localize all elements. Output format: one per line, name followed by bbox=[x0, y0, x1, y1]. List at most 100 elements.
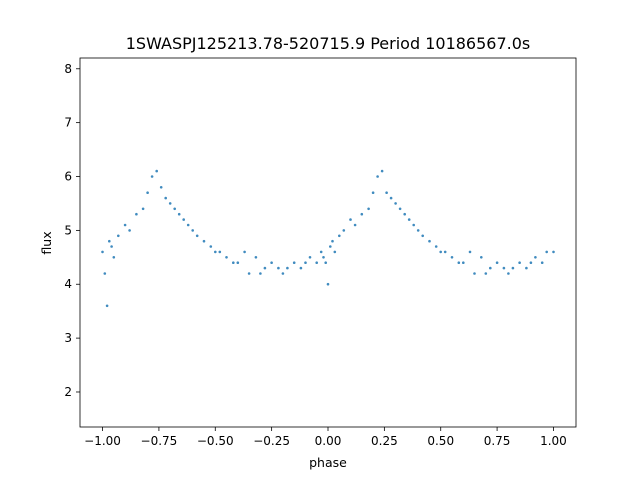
data-point bbox=[360, 212, 364, 216]
y-tick-label: 8 bbox=[64, 62, 72, 76]
data-point bbox=[304, 261, 307, 265]
data-point bbox=[135, 212, 138, 216]
data-point bbox=[141, 207, 145, 211]
y-axis: 2 3 4 5 6 7 8 bbox=[64, 62, 80, 399]
data-point bbox=[473, 272, 476, 275]
data-point bbox=[349, 218, 352, 221]
data-point bbox=[329, 245, 332, 248]
data-point bbox=[315, 261, 319, 265]
x-tick-label: 0.50 bbox=[427, 434, 454, 448]
data-point bbox=[376, 175, 379, 178]
data-point bbox=[182, 218, 185, 221]
data-point bbox=[394, 202, 397, 205]
y-tick-label: 2 bbox=[64, 385, 72, 399]
data-point bbox=[146, 191, 149, 194]
data-point bbox=[168, 202, 172, 205]
y-tick-label: 3 bbox=[64, 331, 72, 345]
data-point bbox=[191, 229, 194, 232]
data-point bbox=[259, 272, 262, 275]
y-tick-label: 5 bbox=[64, 223, 72, 237]
data-point bbox=[117, 234, 120, 238]
data-point bbox=[385, 191, 388, 194]
data-point bbox=[468, 250, 472, 254]
data-point bbox=[511, 266, 515, 270]
x-tick-label: −1.00 bbox=[84, 434, 121, 448]
data-point bbox=[507, 272, 510, 275]
data-point bbox=[195, 234, 199, 238]
y-tick-label: 4 bbox=[64, 277, 72, 291]
data-point bbox=[105, 304, 109, 308]
data-point bbox=[502, 266, 506, 270]
data-point bbox=[159, 186, 163, 189]
data-point bbox=[299, 266, 303, 270]
data-point bbox=[247, 272, 251, 275]
data-point bbox=[462, 261, 465, 265]
x-tick-label: 0.25 bbox=[371, 434, 398, 448]
data-point bbox=[540, 261, 544, 265]
data-point bbox=[416, 229, 420, 232]
data-point bbox=[552, 250, 555, 254]
data-point bbox=[281, 272, 285, 275]
data-point bbox=[338, 234, 341, 238]
data-point bbox=[101, 250, 104, 254]
data-point bbox=[202, 239, 206, 243]
y-axis-label: flux bbox=[39, 231, 54, 254]
data-point bbox=[292, 261, 296, 265]
data-point bbox=[434, 245, 438, 248]
data-point bbox=[518, 261, 521, 265]
data-point bbox=[319, 250, 323, 254]
data-point bbox=[164, 196, 167, 200]
data-point bbox=[155, 169, 158, 173]
data-point bbox=[186, 223, 190, 227]
data-point bbox=[412, 223, 416, 227]
data-point bbox=[308, 255, 312, 259]
data-point bbox=[353, 223, 357, 227]
data-point bbox=[398, 207, 402, 211]
x-tick-label: −0.25 bbox=[253, 434, 290, 448]
y-tick-label: 6 bbox=[64, 170, 72, 184]
data-point bbox=[150, 175, 154, 178]
data-point bbox=[545, 250, 548, 254]
data-point bbox=[421, 234, 425, 238]
data-point bbox=[277, 266, 280, 270]
x-axis: −1.00 −0.75 −0.50 −0.25 0.00 0.25 0.50 0.75 1.00 bbox=[84, 427, 567, 448]
data-point bbox=[110, 245, 113, 248]
data-point bbox=[254, 255, 258, 259]
data-point bbox=[236, 261, 240, 265]
data-point bbox=[380, 169, 384, 173]
data-point bbox=[443, 250, 447, 254]
x-axis-label: phase bbox=[309, 455, 347, 470]
x-tick-label: 0.75 bbox=[484, 434, 511, 448]
data-point bbox=[489, 266, 492, 270]
data-point bbox=[403, 212, 407, 216]
data-point bbox=[371, 191, 375, 194]
x-tick-label: 0.00 bbox=[315, 434, 342, 448]
data-point bbox=[389, 196, 393, 200]
data-point bbox=[286, 266, 289, 270]
data-point bbox=[232, 261, 235, 265]
data-point bbox=[123, 223, 127, 227]
data-point bbox=[439, 250, 443, 254]
x-tick-label: −0.50 bbox=[197, 434, 234, 448]
data-point bbox=[450, 255, 454, 259]
data-point bbox=[326, 282, 330, 286]
data-point bbox=[214, 250, 217, 254]
data-point bbox=[495, 261, 499, 265]
data-point bbox=[263, 266, 267, 270]
data-point bbox=[108, 239, 111, 243]
data-point bbox=[333, 250, 337, 254]
data-point bbox=[218, 250, 222, 254]
data-point bbox=[428, 239, 431, 243]
data-point bbox=[112, 255, 116, 259]
data-point bbox=[103, 272, 107, 275]
data-point bbox=[173, 207, 176, 211]
data-point bbox=[367, 207, 370, 211]
data-point bbox=[324, 261, 328, 265]
data-point bbox=[225, 255, 228, 259]
data-point bbox=[322, 255, 325, 259]
data-point bbox=[534, 255, 537, 259]
data-point bbox=[128, 229, 131, 232]
